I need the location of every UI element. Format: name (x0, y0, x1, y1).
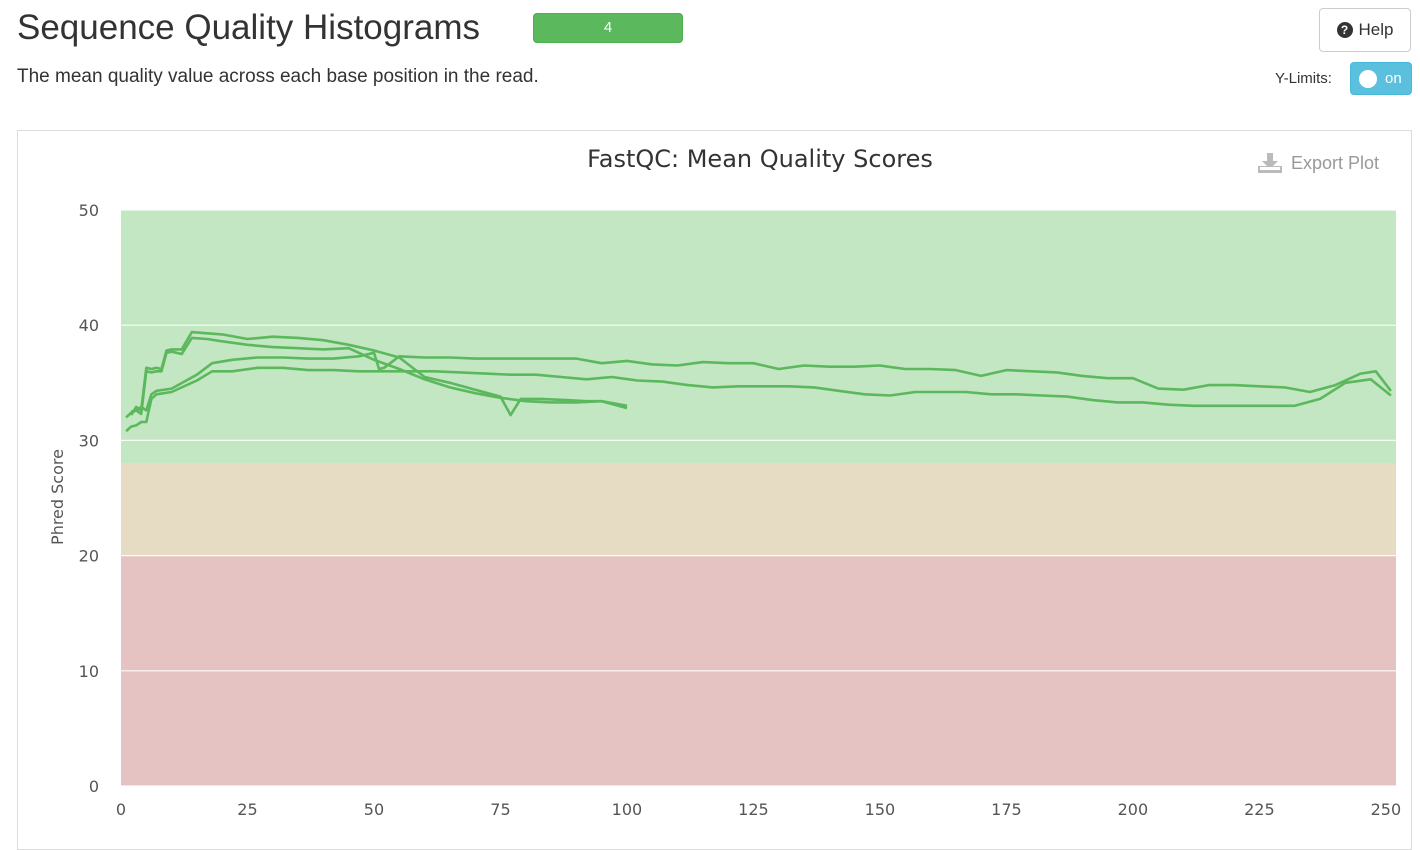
x-tick-label: 100 (612, 800, 643, 819)
export-plot-button[interactable]: Export Plot (1257, 152, 1379, 174)
y-axis-ticks: 0 10 20 30 40 50 (79, 201, 99, 796)
series-line-4 (125, 366, 1392, 433)
y-tick-label: 40 (79, 316, 99, 335)
y-tick-label: 0 (89, 777, 99, 796)
page-title: Sequence Quality Histograms (17, 8, 480, 47)
section-description: The mean quality value across each base … (17, 66, 539, 87)
question-circle-icon: ? (1336, 22, 1353, 38)
x-tick-label: 175 (991, 800, 1022, 819)
toggle-state-label: on (1385, 70, 1402, 87)
download-icon (1258, 153, 1282, 173)
toggle-knob (1359, 69, 1377, 88)
quality-chart: FastQC: Mean Quality Scores Phred Score … (48, 145, 1401, 819)
y-tick-label: 50 (79, 201, 99, 220)
y-tick-label: 30 (79, 431, 99, 450)
x-tick-label: 25 (237, 800, 257, 819)
export-plot-label: Export Plot (1291, 152, 1380, 173)
ylimits-toggle[interactable]: on (1350, 62, 1412, 95)
help-label: Help (1358, 20, 1394, 39)
x-tick-label: 50 (364, 800, 384, 819)
sample-count-badge[interactable]: 4 (533, 13, 683, 43)
x-tick-label: 0 (116, 800, 126, 819)
ylimits-label: Y-Limits: (1275, 70, 1332, 87)
x-tick-label: 75 (490, 800, 510, 819)
quality-band-0 (121, 210, 1396, 464)
x-tick-label: 150 (865, 800, 896, 819)
series-line-2 (130, 336, 628, 416)
x-tick-label: 125 (738, 800, 769, 819)
quality-band-1 (121, 463, 1396, 556)
chart-title: FastQC: Mean Quality Scores (587, 145, 933, 173)
grid-lines (121, 209, 1396, 787)
series-line-3 (125, 351, 1392, 419)
quality-bands (121, 210, 1396, 786)
x-tick-label: 200 (1118, 800, 1149, 819)
x-tick-label: 225 (1244, 800, 1275, 819)
y-tick-label: 10 (79, 662, 99, 681)
x-tick-label: 250 (1371, 800, 1402, 819)
y-axis-label: Phred Score (48, 449, 67, 545)
series-lines (125, 330, 1392, 433)
series-line-1 (129, 330, 628, 417)
x-axis-ticks: 0 25 50 75 100 125 150 175 200 225 250 (116, 800, 1401, 819)
help-button[interactable]: ? Help (1319, 8, 1411, 52)
y-tick-label: 20 (79, 547, 99, 566)
